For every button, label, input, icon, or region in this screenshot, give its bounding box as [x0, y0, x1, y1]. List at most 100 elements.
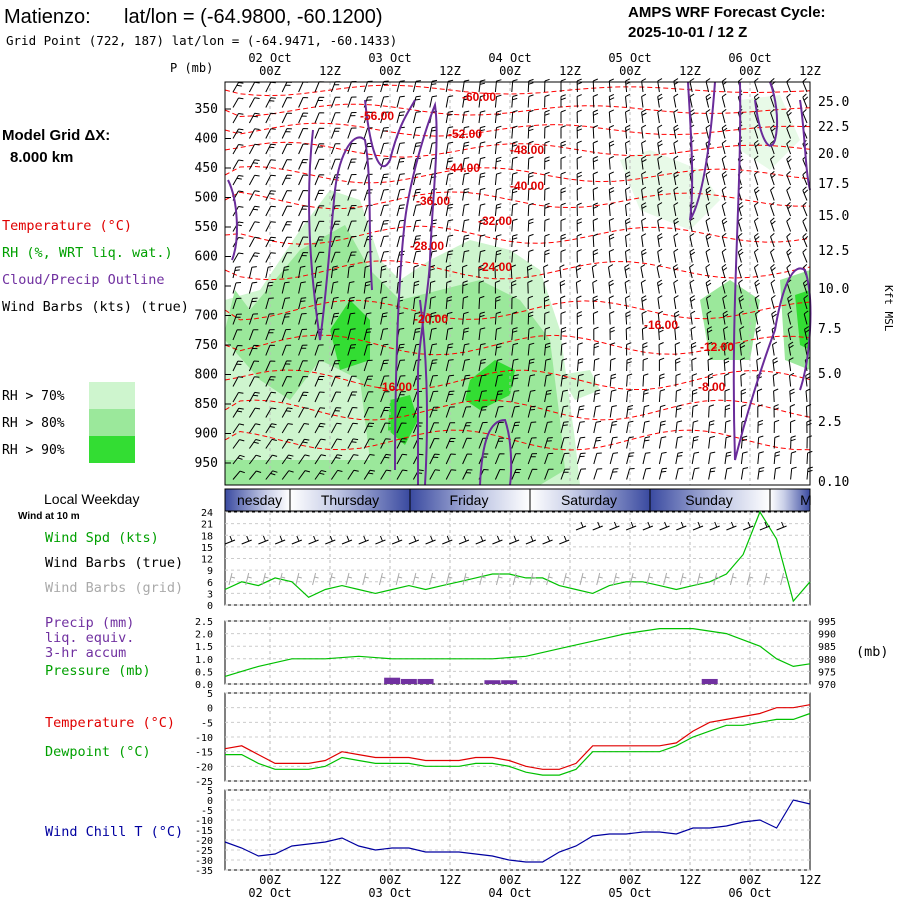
wind-barb: [641, 326, 648, 341]
surface-grid-barb: [679, 572, 687, 586]
wind-barb: [740, 404, 747, 418]
wind-barb: [642, 404, 650, 418]
legend-wind-spd: Wind Spd (kts): [45, 530, 159, 546]
wind-barb: [494, 374, 503, 387]
wind-panel-frame: [224, 511, 811, 606]
precip-bar: [501, 680, 518, 684]
wind-barb: [544, 109, 550, 124]
wind-barb: [593, 373, 600, 387]
wind-barb: [609, 357, 616, 372]
wind-barb: [738, 279, 743, 294]
wind-barb: [640, 264, 646, 279]
wind-barb: [593, 389, 601, 403]
wind-barb: [494, 295, 501, 310]
wind-barb: [478, 280, 485, 294]
surface-wind-barb: [709, 521, 720, 531]
wind-barb: [462, 311, 469, 325]
wind-barb: [396, 359, 406, 372]
wind-barb: [576, 373, 584, 387]
wind-barb: [724, 451, 732, 465]
wind-barb: [314, 112, 325, 124]
wind-barb: [330, 158, 341, 170]
wind-barb: [363, 80, 373, 93]
wind-barb: [691, 467, 700, 480]
wind-barb: [754, 279, 760, 294]
wind-barb: [708, 388, 714, 403]
wind-barb: [576, 156, 582, 170]
wind-barb: [770, 109, 775, 124]
wind-barb: [706, 310, 712, 325]
wind-barb: [445, 406, 455, 418]
pressure-tick: 400: [195, 132, 218, 147]
wind-barb: [786, 93, 792, 108]
wind-barb: [708, 451, 716, 465]
wind-barb: [724, 435, 732, 449]
wind-barb: [396, 111, 405, 124]
surface-grid-barb: [596, 572, 603, 586]
wind-barb: [673, 202, 679, 217]
surface-wind-barb: [692, 521, 704, 531]
wind-barb: [806, 419, 812, 434]
wind-barb: [787, 326, 793, 341]
wind-barb: [773, 435, 780, 449]
surface-grid-barb: [746, 572, 754, 586]
wind-barb: [691, 420, 699, 434]
wind-barb: [330, 127, 341, 139]
wind-barb: [593, 468, 603, 480]
wind-barb: [445, 343, 454, 356]
wind-barb: [786, 171, 792, 186]
wind-barb: [723, 341, 729, 356]
wind-barb: [576, 389, 585, 403]
temperature-contour: [224, 191, 810, 210]
wind-barb: [773, 388, 779, 403]
surface-grid-barb: [562, 572, 570, 586]
wind-barb: [281, 112, 292, 124]
wind-barb: [592, 233, 598, 248]
wind-barb: [624, 264, 630, 279]
wind-barb: [675, 373, 681, 387]
wind-barb: [544, 326, 551, 341]
precip-panel-frame: [224, 620, 811, 685]
wind-barb: [642, 342, 648, 356]
wind-barb: [673, 155, 679, 170]
wind-barb: [494, 358, 503, 372]
wind-barb: [560, 109, 566, 123]
wind-barb: [380, 173, 389, 186]
wind-barb: [642, 467, 651, 480]
precip-bar: [417, 678, 434, 684]
wind-barb: [705, 264, 711, 279]
wind-barb: [265, 265, 274, 279]
wind-barb: [593, 342, 600, 356]
wind-barb: [721, 171, 728, 186]
wind-barb: [737, 217, 743, 232]
wind-barb: [445, 390, 455, 403]
surface-grid-barb: [312, 572, 319, 586]
wind-barb: [281, 344, 292, 356]
wind-barb: [511, 94, 518, 108]
wind-barb: [281, 423, 293, 434]
wind-barb: [527, 78, 534, 93]
wind-barb: [786, 140, 792, 155]
wind-barb: [511, 437, 521, 449]
wind-barb: [347, 375, 357, 387]
wind-barb: [592, 125, 598, 139]
wind-barb: [560, 437, 570, 449]
wind-barb: [576, 94, 582, 108]
wind-barb: [281, 470, 294, 480]
wind-barb: [626, 436, 634, 449]
wind-barb: [527, 327, 534, 341]
wind-barb: [724, 404, 731, 418]
wind-barb: [738, 310, 744, 325]
wind-barb: [673, 109, 679, 124]
top-time-tick: 12Z: [679, 64, 701, 78]
wind-barb: [396, 453, 408, 465]
wind-barb: [347, 189, 357, 201]
wind-10m-label: Wind at 10 m: [18, 511, 80, 522]
wind-barb: [347, 265, 355, 279]
wind-barb: [737, 233, 743, 248]
wind-barb: [494, 311, 502, 325]
wind-barb: [544, 187, 550, 201]
wind-barb: [802, 171, 808, 186]
wind-barb: [786, 155, 792, 170]
wind-barb: [494, 79, 502, 93]
